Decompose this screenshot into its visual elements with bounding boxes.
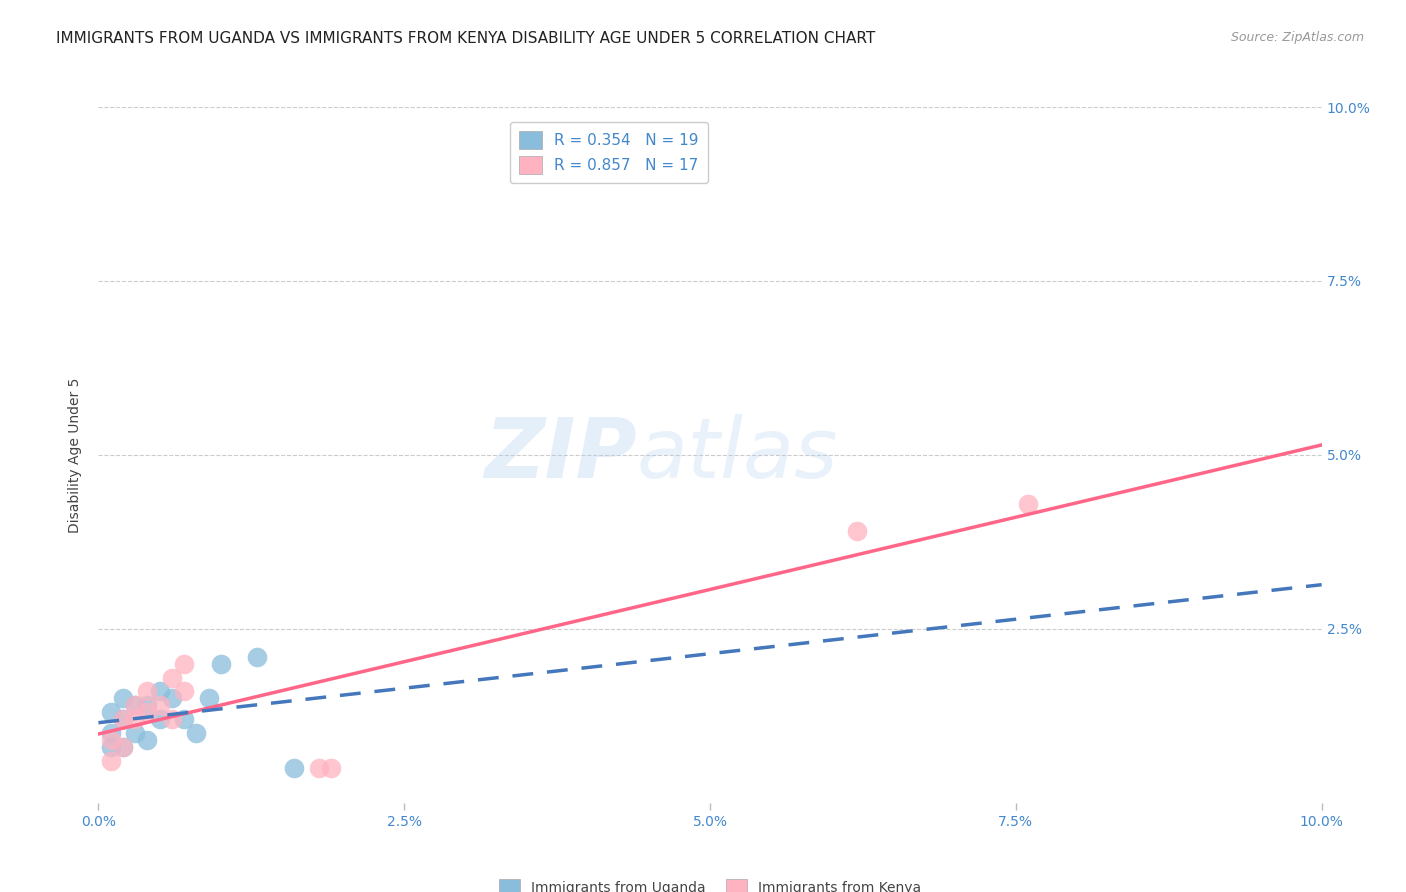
- Point: [124, 712, 146, 726]
- Point: [136, 733, 159, 747]
- Point: [246, 649, 269, 664]
- Point: [111, 712, 134, 726]
- Point: [124, 726, 146, 740]
- Y-axis label: Disability Age Under 5: Disability Age Under 5: [69, 377, 83, 533]
- Point: [100, 726, 122, 740]
- Point: [173, 712, 195, 726]
- Text: Source: ZipAtlas.com: Source: ZipAtlas.com: [1230, 31, 1364, 45]
- Point: [111, 691, 134, 706]
- Point: [111, 712, 134, 726]
- Point: [124, 698, 146, 713]
- Point: [160, 691, 183, 706]
- Text: IMMIGRANTS FROM UGANDA VS IMMIGRANTS FROM KENYA DISABILITY AGE UNDER 5 CORRELATI: IMMIGRANTS FROM UGANDA VS IMMIGRANTS FRO…: [56, 31, 876, 46]
- Point: [100, 740, 122, 755]
- Point: [160, 671, 183, 685]
- Point: [100, 733, 122, 747]
- Point: [111, 740, 134, 755]
- Point: [160, 712, 183, 726]
- Text: atlas: atlas: [637, 415, 838, 495]
- Legend: Immigrants from Uganda, Immigrants from Kenya: Immigrants from Uganda, Immigrants from …: [492, 872, 928, 892]
- Point: [136, 698, 159, 713]
- Point: [1017, 497, 1039, 511]
- Point: [173, 684, 195, 698]
- Point: [149, 698, 172, 713]
- Text: ZIP: ZIP: [484, 415, 637, 495]
- Point: [308, 761, 330, 775]
- Point: [319, 761, 342, 775]
- Point: [136, 684, 159, 698]
- Point: [149, 712, 172, 726]
- Point: [149, 684, 172, 698]
- Point: [100, 706, 122, 720]
- Point: [111, 740, 134, 755]
- Point: [845, 524, 868, 539]
- Point: [197, 691, 219, 706]
- Point: [283, 761, 305, 775]
- Point: [100, 754, 122, 768]
- Point: [136, 706, 159, 720]
- Point: [209, 657, 232, 671]
- Point: [124, 698, 146, 713]
- Point: [173, 657, 195, 671]
- Point: [186, 726, 208, 740]
